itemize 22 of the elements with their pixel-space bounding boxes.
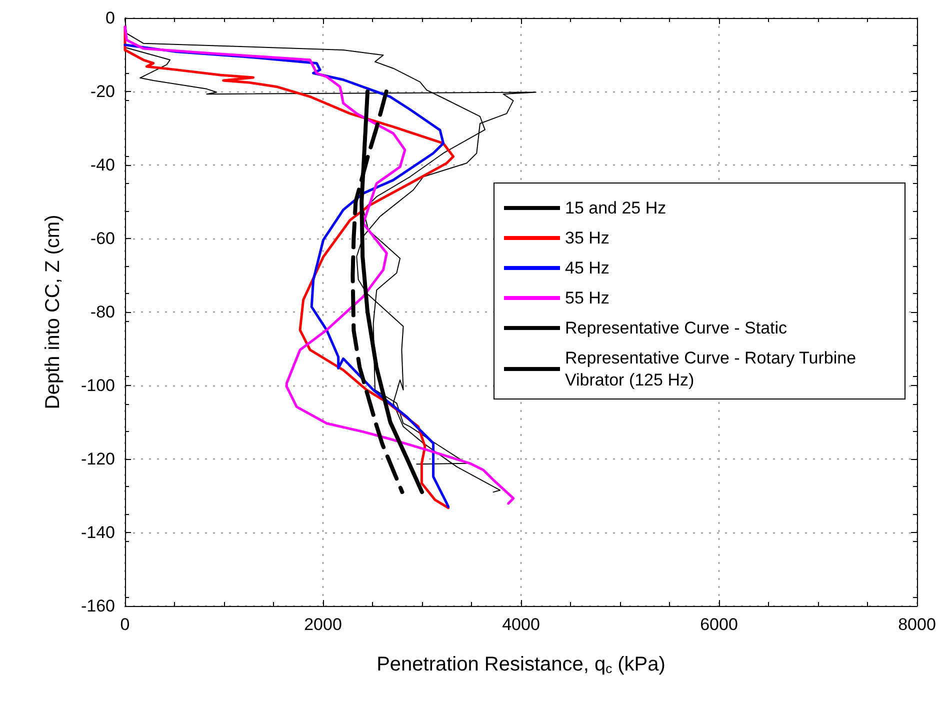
y-tick-label: 0: [106, 8, 115, 28]
legend-label: Representative Curve - Static: [565, 318, 788, 338]
legend-label: 35 Hz: [565, 228, 610, 248]
y-tick-label: -140: [80, 523, 115, 542]
legend-label: 15 and 25 Hz: [565, 198, 666, 218]
y-axis-title: Depth into CC, Z (cm): [42, 214, 64, 410]
x-tick-label: 2000: [304, 615, 342, 634]
legend-label: 45 Hz: [565, 258, 610, 278]
y-tick-label: -80: [90, 302, 115, 322]
x-tick-label: 8000: [898, 615, 936, 634]
x-tick-label: 4000: [502, 615, 540, 634]
y-tick-label: -40: [90, 156, 115, 174]
y-tick-label: -160: [80, 596, 115, 616]
y-tick-label: -120: [80, 450, 115, 468]
legend-label: 55 Hz: [565, 288, 610, 308]
y-tick-label: -20: [90, 82, 115, 101]
x-axis-title: Penetration Resistance, qc (kPa): [376, 654, 666, 676]
y-tick-label: -100: [80, 376, 115, 395]
y-tick-label: -60: [90, 229, 115, 248]
legend-label: Representative Curve - Rotary Turbine Vibrator (125 Hz): [565, 348, 861, 390]
x-tick-label: 0: [120, 615, 130, 634]
x-tick-label: 6000: [700, 615, 738, 634]
